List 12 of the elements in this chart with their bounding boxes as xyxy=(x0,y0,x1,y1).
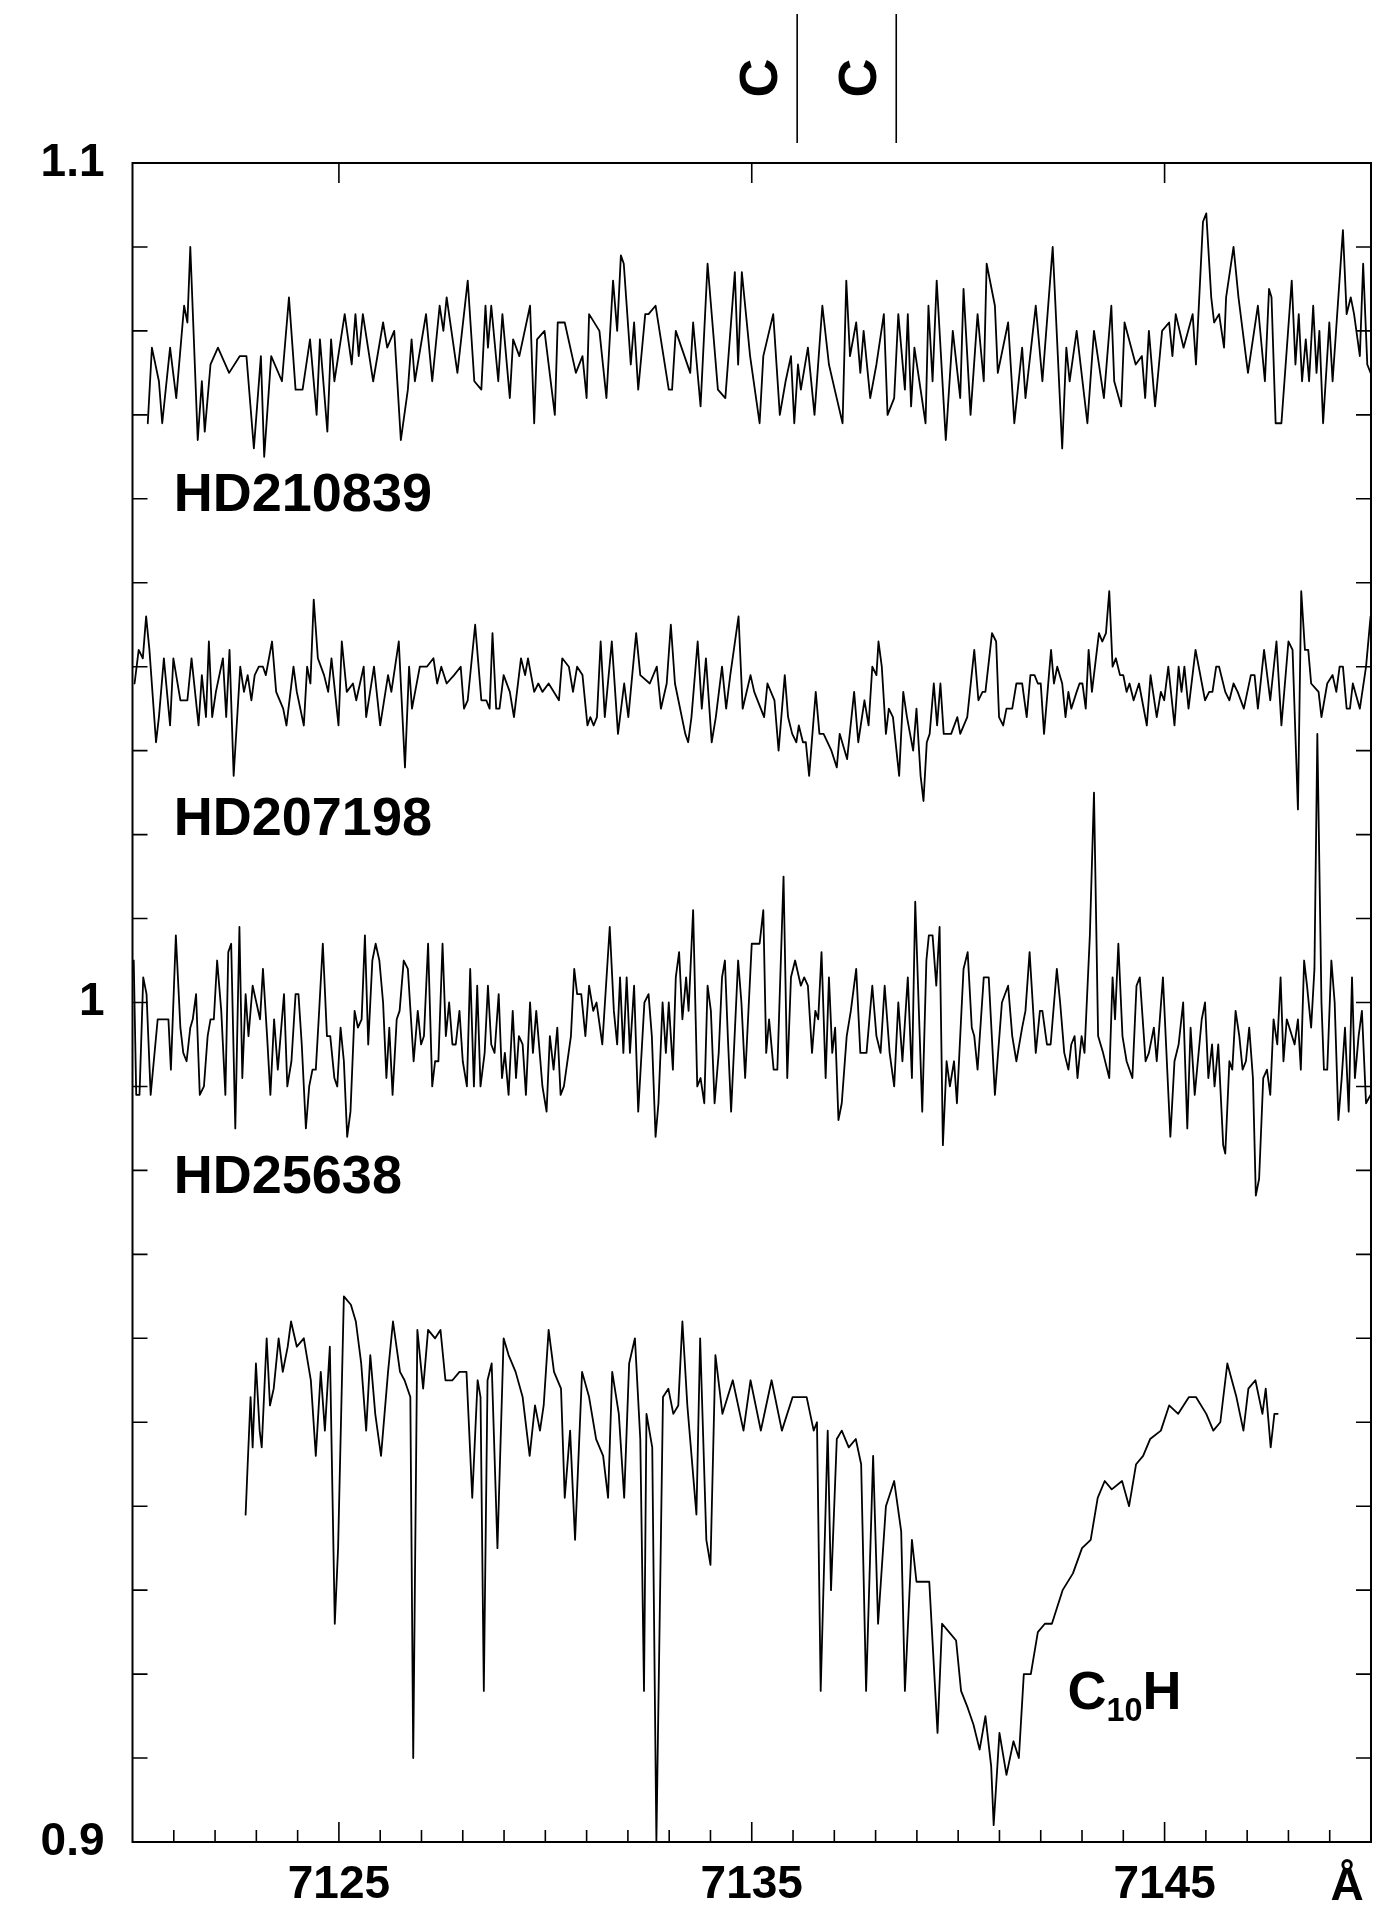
ref-line-label: C xyxy=(827,58,888,98)
ref-line-label: C xyxy=(728,58,789,98)
legend-label: HD210839 xyxy=(173,462,432,523)
legend-label: HD207198 xyxy=(173,785,432,846)
x-axis-title: Å xyxy=(1330,1857,1364,1910)
x-tick-label: 7135 xyxy=(700,1856,803,1909)
x-tick-label: 7145 xyxy=(1113,1856,1216,1909)
y-tick-label: 1 xyxy=(78,973,105,1026)
legend-label: HD25638 xyxy=(173,1144,402,1205)
y-tick-label: 0.9 xyxy=(40,1812,105,1865)
y-tick-label: 1.1 xyxy=(40,133,105,186)
x-tick-label: 7125 xyxy=(287,1856,391,1909)
